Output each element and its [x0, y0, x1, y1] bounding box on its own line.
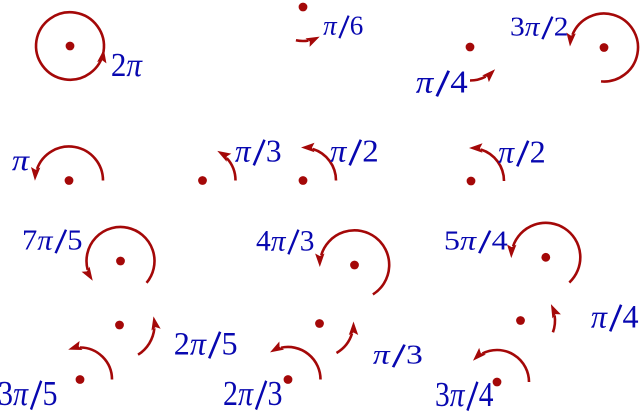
svg-text:5: 5 — [43, 375, 58, 413]
svg-text:π: π — [525, 13, 541, 43]
svg-text:4: 4 — [479, 375, 494, 413]
svg-text:π: π — [330, 133, 347, 168]
svg-text:π: π — [126, 46, 142, 83]
svg-text:π: π — [373, 340, 392, 370]
svg-text:3: 3 — [510, 13, 525, 43]
svg-text:4: 4 — [450, 65, 468, 100]
svg-text:2: 2 — [530, 135, 546, 170]
svg-text:3: 3 — [266, 133, 282, 168]
svg-text:4: 4 — [492, 226, 508, 256]
svg-text:π: π — [235, 133, 252, 168]
svg-text:π: π — [37, 225, 53, 256]
svg-text:π: π — [190, 325, 207, 361]
svg-text:4: 4 — [623, 298, 639, 334]
svg-text:5: 5 — [222, 325, 238, 361]
svg-text:3: 3 — [268, 375, 283, 413]
svg-text:2: 2 — [174, 325, 190, 361]
svg-text:5: 5 — [444, 226, 460, 256]
svg-text:3: 3 — [435, 375, 450, 413]
svg-text:2: 2 — [554, 13, 569, 43]
svg-text:π: π — [13, 375, 30, 413]
svg-text:4: 4 — [256, 225, 271, 257]
svg-text:2: 2 — [223, 375, 238, 413]
svg-text:π: π — [12, 143, 30, 177]
svg-text:π: π — [271, 225, 287, 257]
svg-text:7: 7 — [22, 225, 37, 256]
svg-text:π: π — [591, 298, 608, 334]
svg-text:π: π — [460, 226, 477, 256]
svg-text:3: 3 — [406, 340, 423, 370]
svg-text:π: π — [498, 135, 515, 170]
svg-text:π: π — [450, 375, 465, 413]
svg-text:3: 3 — [300, 225, 315, 257]
svg-text:2: 2 — [362, 133, 378, 168]
svg-text:π: π — [323, 11, 338, 41]
svg-text:2: 2 — [111, 46, 127, 83]
svg-text:6: 6 — [350, 11, 364, 41]
svg-text:π: π — [416, 65, 435, 100]
svg-text:5: 5 — [67, 225, 82, 256]
svg-text:π: π — [238, 375, 255, 413]
svg-text:3: 3 — [0, 375, 13, 413]
